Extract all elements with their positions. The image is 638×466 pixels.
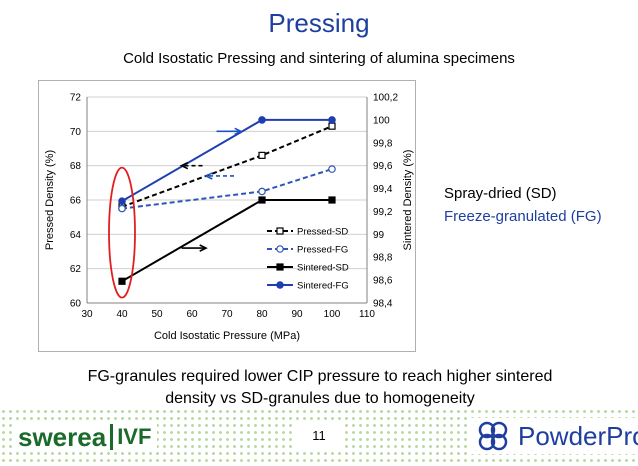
logo-divider (110, 424, 114, 450)
data-point (276, 281, 284, 289)
data-point (118, 204, 126, 213)
x-tick-label: 70 (221, 309, 233, 320)
y2-tick-label: 99 (373, 230, 385, 241)
conclusion-line-2: density vs SD-granules due to homogeneit… (165, 390, 475, 407)
page-number: 11 (296, 424, 342, 448)
series-line (121, 125, 333, 208)
data-point (258, 116, 266, 124)
data-point (328, 122, 336, 130)
x-axis-title: Cold Isostatic Pressure (MPa) (154, 330, 300, 342)
y-axis-title: Pressed Density (%) (44, 150, 56, 250)
x-tick-label: 110 (359, 309, 375, 320)
y2-tick-label: 100,2 (373, 93, 398, 104)
y2-tick-label: 99,2 (373, 207, 393, 218)
y-tick-label: 60 (70, 299, 82, 310)
y-tick-label: 66 (70, 196, 82, 207)
y2-tick-label: 98,4 (373, 299, 393, 310)
x-tick-label: 50 (151, 309, 163, 320)
y2-tick-label: 99,8 (373, 138, 393, 149)
powderpro-logo: PowderPro (468, 418, 638, 454)
line-chart: 30 40 50 60 70 80 90 100 110 60 62 64 66 68 70 72 98,4 98… (44, 93, 414, 343)
y-tick-label: 72 (70, 93, 82, 104)
highlight-ellipse (108, 166, 136, 299)
legend-entry: Pressed-SD (297, 227, 348, 238)
slide-title: Pressing (268, 8, 370, 38)
powderpro-logo-word: PowderPro (518, 420, 638, 451)
swerea-ivf-logo: swerea IVF (12, 421, 158, 452)
annotation-arrow-head (204, 172, 213, 180)
footer: swerea IVF 11 PowderPro (0, 408, 638, 466)
x-tick-label: 30 (81, 309, 93, 320)
y2-tick-label: 99,4 (373, 184, 393, 195)
powderpro-rings-icon (478, 421, 508, 451)
y2-tick-label: 100 (373, 115, 390, 126)
y2-tick-label: 99,6 (373, 161, 393, 172)
annotation-arrow-head (179, 161, 189, 170)
swerea-logo-word: swerea (18, 421, 107, 452)
label-freeze-granulated: Freeze-granulated (FG) (444, 208, 602, 225)
data-point (276, 227, 284, 235)
data-point (328, 165, 336, 173)
y2-tick-label: 98,6 (373, 276, 393, 287)
legend-entry: Sintered-SD (297, 263, 349, 274)
y2-tick-label: 98,8 (373, 253, 393, 264)
data-point (258, 196, 266, 204)
annotation-arrow-head (234, 127, 243, 136)
conclusion-text: FG-granules required lower CIP pressure … (20, 366, 620, 410)
conclusion-line-1: FG-granules required lower CIP pressure … (87, 368, 553, 385)
x-tick-label: 100 (324, 309, 341, 320)
data-point (118, 197, 126, 205)
data-point (276, 263, 284, 271)
y-tick-label: 62 (70, 264, 82, 275)
x-tick-label: 60 (186, 309, 198, 320)
x-tick-label: 90 (291, 309, 303, 320)
data-point (258, 187, 266, 196)
data-point (258, 151, 266, 159)
series-line (121, 168, 333, 210)
y-tick-label: 70 (70, 127, 82, 138)
annotation-arrow-head (199, 244, 208, 252)
x-tick-label: 80 (256, 309, 268, 320)
slide-subtitle: Cold Isostatic Pressing and sintering of… (123, 50, 515, 67)
y-tick-label: 68 (70, 161, 82, 172)
data-point (328, 196, 336, 204)
y-tick-label: 64 (70, 230, 82, 241)
legend-entry: Sintered-FG (297, 281, 349, 292)
label-spray-dried: Spray-dried (SD) (444, 185, 557, 202)
y2-axis-title: Sintered Density (%) (402, 150, 414, 251)
data-point (118, 277, 126, 285)
ivf-logo-word: IVF (117, 424, 152, 449)
data-point (276, 245, 284, 253)
data-point (328, 116, 336, 124)
legend-entry: Pressed-FG (297, 245, 348, 256)
x-tick-label: 40 (116, 309, 128, 320)
chart-frame: 30 40 50 60 70 80 90 100 110 60 62 64 66 68 70 72 98,4 98… (38, 80, 416, 352)
